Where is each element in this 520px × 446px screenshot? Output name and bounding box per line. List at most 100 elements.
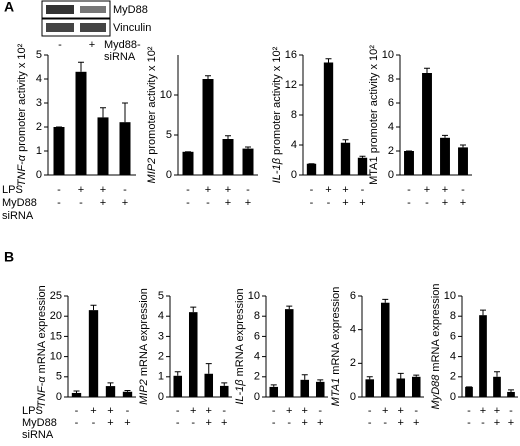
- condition-sign: +: [100, 184, 106, 196]
- condition-sign: -: [383, 417, 387, 429]
- condition-sign: +: [245, 197, 251, 209]
- bar: [300, 379, 310, 397]
- lane-note: Myd88-: [104, 39, 141, 51]
- error-bar: [124, 390, 131, 392]
- condition-sign: +: [107, 417, 113, 429]
- y-label-text: mRNA expression: [330, 287, 342, 378]
- y-tick-label: 15: [50, 330, 62, 342]
- y-tick-label: 4: [36, 73, 42, 85]
- condition-sign: +: [398, 417, 404, 429]
- condition-sign: -: [75, 405, 79, 417]
- y-tick-label: 0: [56, 391, 62, 403]
- y-axis-label: MIP2 mRNA expression: [138, 288, 150, 405]
- condition-sign: -: [327, 197, 331, 209]
- condition-sign: -: [407, 197, 411, 209]
- y-tick-label: 5: [158, 290, 164, 302]
- condition-sign: -: [467, 417, 471, 429]
- condition-sign: +: [122, 197, 128, 209]
- row-label: LPS: [22, 405, 43, 417]
- condition-sign: -: [414, 405, 418, 417]
- y-tick-label: 10: [50, 351, 62, 363]
- row-label: siRNA: [2, 210, 34, 222]
- error-bar: [442, 134, 448, 138]
- y-tick-label: 0: [388, 169, 394, 181]
- condition-sign: -: [222, 405, 226, 417]
- bar: [97, 117, 109, 175]
- y-tick-label: 0: [36, 169, 42, 181]
- condition-sign: -: [318, 405, 322, 417]
- error-bar: [286, 305, 293, 310]
- y-tick-label: 2: [350, 357, 356, 369]
- error-bar: [190, 306, 197, 313]
- condition-sign: +: [206, 417, 212, 429]
- bar: [465, 386, 473, 397]
- panel-label: B: [4, 249, 14, 265]
- condition-sign: +: [107, 405, 113, 417]
- y-tick-label: 8: [291, 109, 297, 121]
- condition-sign: -: [176, 417, 180, 429]
- bar: [269, 386, 279, 397]
- y-tick-label: 2: [388, 145, 394, 157]
- y-axis-label: IL-1β mRNA expression: [234, 288, 246, 404]
- bar: [219, 385, 229, 397]
- condition-sign: +: [225, 184, 231, 196]
- bar: [380, 302, 390, 397]
- blot-label: MyD88: [113, 4, 148, 16]
- row-label: MyD88: [22, 417, 57, 429]
- y-tick-label: 5: [166, 129, 172, 141]
- y-tick-label: 2: [158, 351, 164, 363]
- y-tick-label: 25: [50, 290, 62, 302]
- y-axis-label: IL-1β promoter activity x 10²: [271, 46, 283, 183]
- y-axis-label: TNF-α promoter activity x 10²: [16, 43, 28, 186]
- y-tick-label: 5: [36, 49, 42, 61]
- error-bar: [225, 135, 231, 139]
- y-tick-label: 20: [50, 310, 62, 322]
- condition-sign: +: [325, 184, 331, 196]
- bar: [340, 142, 351, 175]
- error-bar: [107, 382, 114, 387]
- y-axis-label: MIP2 promoter activity x 10²: [146, 46, 158, 183]
- bar: [284, 309, 294, 397]
- condition-sign: -: [191, 417, 195, 429]
- bar: [119, 122, 131, 175]
- bar: [88, 310, 99, 397]
- condition-sign: -: [123, 184, 127, 196]
- bar: [71, 392, 82, 397]
- y-tick-label: 6: [350, 290, 356, 302]
- error-bar: [205, 75, 211, 79]
- bar: [323, 62, 334, 175]
- y-label-text: promoter activity x 10²: [146, 46, 158, 158]
- error-bar: [100, 107, 106, 118]
- error-bar: [245, 146, 251, 149]
- y-tick-label: 10: [248, 290, 260, 302]
- error-bar: [325, 58, 332, 63]
- bar: [396, 378, 406, 397]
- condition-sign: -: [246, 184, 250, 196]
- y-label-text: mRNA expression: [138, 288, 150, 379]
- error-bar: [317, 379, 324, 382]
- condition-sign: -: [467, 405, 471, 417]
- condition-sign: -: [481, 417, 485, 429]
- y-tick-label: 6: [388, 97, 394, 109]
- condition-sign: -: [509, 405, 513, 417]
- row-label: siRNA: [22, 429, 54, 441]
- condition-sign: +: [225, 197, 231, 209]
- condition-sign: -: [361, 184, 365, 196]
- condition-sign: -: [310, 184, 314, 196]
- bar: [202, 79, 214, 175]
- condition-sign: +: [413, 417, 419, 429]
- bar: [222, 139, 234, 175]
- y-tick-label: 2: [36, 121, 42, 133]
- bar: [507, 391, 515, 397]
- condition-sign: -: [272, 405, 276, 417]
- y-label-gene: TNF-α: [16, 154, 28, 186]
- error-bar: [413, 374, 420, 377]
- blot-band: [46, 5, 74, 14]
- condition-sign: +: [342, 197, 348, 209]
- error-bar: [174, 371, 181, 376]
- y-tick-label: 6: [450, 330, 456, 342]
- row-label: LPS: [2, 184, 23, 196]
- lane-note: siRNA: [104, 51, 136, 63]
- condition-sign: -: [407, 184, 411, 196]
